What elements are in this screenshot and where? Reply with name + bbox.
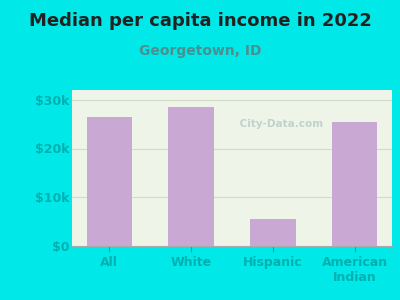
Bar [168, 107, 214, 246]
Text: Georgetown, ID: Georgetown, ID [139, 44, 261, 58]
Bar [86, 117, 132, 246]
Bar [332, 122, 378, 246]
Bar [250, 219, 296, 246]
Text: Median per capita income in 2022: Median per capita income in 2022 [28, 12, 372, 30]
Text: City-Data.com: City-Data.com [236, 119, 324, 129]
